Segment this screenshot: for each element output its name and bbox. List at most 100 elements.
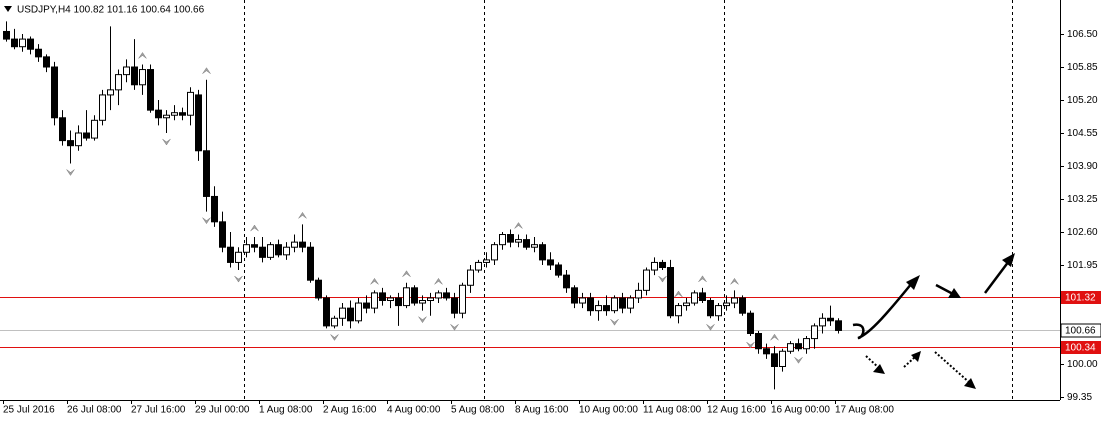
fractal-down	[162, 138, 171, 146]
candle-body	[691, 292, 698, 304]
fractal-up	[298, 211, 307, 219]
y-tick-label: 106.50	[1067, 29, 1098, 40]
fractal-down	[202, 217, 211, 225]
y-tick-label: 102.60	[1067, 227, 1098, 238]
candle-body	[531, 244, 538, 248]
candle-body	[819, 317, 826, 327]
candle-body	[283, 246, 290, 256]
arrow-head	[873, 364, 885, 374]
arrow-head	[964, 378, 976, 389]
fractal-down	[706, 324, 715, 331]
candle-body	[579, 297, 586, 304]
plot	[0, 21, 1060, 390]
candle-body	[235, 251, 242, 263]
candle-body	[251, 244, 258, 248]
x-tick-label: 2 Aug 16:00	[323, 405, 377, 416]
fractal-up	[434, 277, 443, 285]
arrow-head	[1002, 253, 1015, 267]
fractal-up	[770, 333, 779, 341]
fractal-up	[370, 277, 379, 285]
candle-body	[747, 312, 754, 335]
candle-body	[803, 338, 810, 350]
y-tick-label: 105.85	[1067, 62, 1098, 73]
arrow-head	[906, 275, 920, 290]
candle-body	[507, 234, 514, 243]
candle-body	[387, 297, 394, 302]
candle-body	[419, 300, 426, 304]
candle-body	[83, 132, 90, 139]
fractal-up	[730, 277, 739, 285]
candle-body	[195, 94, 202, 152]
candle-body	[811, 325, 818, 340]
candle-body	[675, 305, 682, 317]
fractal-up	[250, 224, 259, 232]
candle-body	[595, 305, 602, 312]
y-tick-label: 100.00	[1067, 359, 1098, 370]
candle-body	[659, 261, 666, 269]
candle-body	[707, 300, 714, 317]
fractal-down	[234, 275, 243, 283]
forecast-arrow	[984, 260, 1010, 294]
x-tick-label: 10 Aug 00:00	[579, 405, 638, 416]
fractal-up	[202, 67, 211, 74]
candle-body	[795, 343, 802, 350]
candle-body	[547, 259, 554, 266]
fractal-up	[402, 270, 411, 277]
candle-body	[723, 302, 730, 307]
candle-body	[315, 279, 322, 299]
candle-body	[355, 302, 362, 322]
current-price-box	[1060, 323, 1101, 338]
y-tick-label: 103.90	[1067, 161, 1098, 172]
candle-body	[139, 69, 146, 86]
fractal-down	[610, 318, 619, 326]
x-tick-label: 11 Aug 08:00	[643, 405, 702, 416]
candle-body	[483, 259, 490, 263]
candle-body	[555, 264, 562, 276]
candle-body	[627, 297, 634, 309]
candle-body	[643, 269, 650, 291]
fractal-down	[330, 334, 339, 341]
candle-body	[35, 48, 42, 58]
candle-body	[339, 307, 346, 319]
candle-body	[427, 297, 434, 302]
candle-body	[51, 66, 58, 119]
candle-body	[603, 305, 610, 312]
candle-body	[67, 140, 74, 147]
level-label-box	[1061, 341, 1101, 354]
level-label: 100.34	[1065, 343, 1096, 354]
candle-body	[179, 112, 186, 116]
arrow-head	[911, 351, 921, 362]
candle-body	[3, 30, 10, 40]
fractal-up	[674, 290, 683, 298]
candle-body	[491, 244, 498, 261]
candle-body	[155, 109, 162, 119]
candle-body	[787, 343, 794, 352]
candle-body	[587, 297, 594, 312]
fractal-down	[746, 341, 755, 349]
candle-body	[827, 317, 834, 322]
y-tick-label: 101.95	[1067, 260, 1098, 271]
candle-body	[403, 287, 410, 307]
y-tick-label: 103.25	[1067, 194, 1098, 205]
candle-body	[771, 353, 778, 367]
forecast-dotted	[865, 355, 880, 369]
candle-body	[227, 246, 234, 263]
candle-body	[291, 241, 298, 248]
fractal-up	[698, 275, 707, 283]
forecast-dotted	[903, 356, 916, 368]
candle-body	[571, 287, 578, 304]
y-tick-label: 104.55	[1067, 128, 1098, 139]
candle-body	[699, 292, 706, 302]
arrow-head	[948, 288, 961, 298]
x-tick-label: 4 Aug 00:00	[387, 405, 441, 416]
candle-body	[59, 117, 66, 142]
candle-body	[163, 114, 170, 119]
candle-body	[11, 38, 18, 48]
candle-body	[91, 119, 98, 139]
fractal-down	[66, 169, 75, 176]
forecast-arrow	[935, 283, 954, 296]
candle-body	[211, 195, 218, 223]
